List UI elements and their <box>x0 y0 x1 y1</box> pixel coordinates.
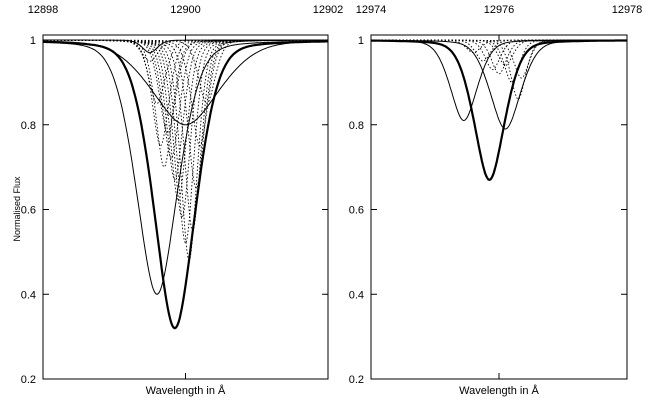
series-line-bold <box>43 40 328 330</box>
x-tick-label: 12902 <box>313 4 344 16</box>
x-axis-label: Wavelength in Å <box>146 384 226 397</box>
x-tick-label: 12900 <box>170 4 201 16</box>
dotted-series-line <box>43 39 328 181</box>
y-tick-label: 0.8 <box>349 120 364 132</box>
y-axis-label: Normalised Flux <box>12 176 22 242</box>
dotted-series-line <box>371 39 627 66</box>
x-tick-label: 12978 <box>612 4 643 16</box>
y-tick-label: 0.6 <box>21 205 36 217</box>
x-tick-label: 12976 <box>484 4 515 16</box>
y-tick-label: 0.6 <box>349 205 364 217</box>
panel-frame <box>370 34 628 380</box>
dotted-series-line <box>43 39 328 105</box>
dotted-series-line <box>43 39 328 262</box>
y-tick-label: 0.4 <box>349 289 364 301</box>
dotted-series-line <box>371 39 627 71</box>
dotted-series-line <box>371 39 627 79</box>
series-line-thin <box>371 39 627 130</box>
dotted-series-line <box>371 39 627 62</box>
y-tick-label: 1 <box>358 35 364 47</box>
dotted-series-line <box>43 39 328 147</box>
series-line-thin <box>43 40 328 295</box>
panel-frame <box>42 34 329 380</box>
series-line-thin <box>371 39 627 122</box>
y-tick-label: 0.2 <box>349 374 364 386</box>
dotted-series-line <box>43 39 328 134</box>
y-tick-label: 0.4 <box>21 289 36 301</box>
dotted-series-line <box>43 39 328 168</box>
x-tick-label: 12898 <box>28 4 59 16</box>
y-tick-label: 0.8 <box>21 120 36 132</box>
dotted-series-line <box>43 39 328 190</box>
y-tick-label: 0.2 <box>21 374 36 386</box>
y-tick-label: 1 <box>30 35 36 47</box>
dotted-series-line <box>371 39 627 100</box>
dotted-series-line <box>43 39 328 160</box>
x-tick-label: 12974 <box>356 4 387 16</box>
series-line-bold <box>371 39 627 181</box>
x-axis-label: Wavelength in Å <box>459 384 539 397</box>
series-line-thin-wide <box>43 40 328 126</box>
series-line-thin-narrow <box>43 39 328 54</box>
dotted-series-line <box>43 39 328 147</box>
dotted-series-line <box>43 39 328 202</box>
dotted-series-line <box>43 39 328 220</box>
dotted-series-line <box>371 39 627 83</box>
